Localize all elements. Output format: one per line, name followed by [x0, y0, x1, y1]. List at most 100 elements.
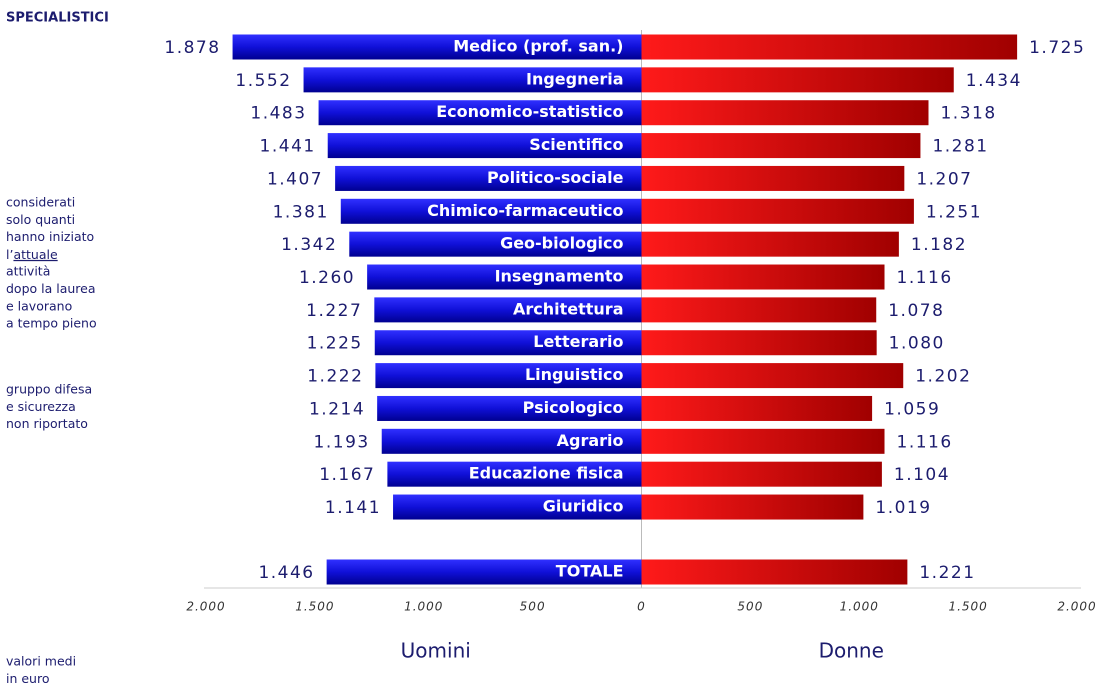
note-line: considerati: [6, 195, 75, 210]
category-label: Medico (prof. san.): [453, 37, 623, 56]
bar: [641, 165, 905, 191]
value-label: 1.222: [307, 367, 363, 387]
category-label: Agrario: [557, 431, 624, 450]
bar: [327, 133, 642, 159]
bar: [387, 461, 642, 487]
bar: [377, 395, 642, 421]
value-label: 1.182: [911, 235, 967, 255]
value-label: 1.193: [314, 432, 370, 452]
bar: [303, 67, 642, 93]
bar: [641, 231, 899, 257]
bar: [641, 297, 877, 323]
category-label: Insegnamento: [495, 267, 624, 286]
value-label: 1.552: [235, 71, 291, 91]
category-label: Architettura: [513, 299, 624, 318]
bar: [349, 231, 642, 257]
bar: [326, 559, 642, 585]
legend-label: Donne: [819, 639, 884, 663]
value-label: 1.214: [309, 399, 365, 419]
note-line: dopo la laurea: [6, 281, 96, 296]
bar: [381, 428, 642, 454]
value-label: 1.381: [273, 202, 329, 222]
bar: [641, 494, 864, 520]
bar: [340, 198, 642, 224]
bar: [393, 494, 642, 520]
bar: [641, 428, 885, 454]
category-label: Politico-sociale: [487, 168, 624, 187]
bar: [318, 100, 642, 126]
value-label: 1.878: [164, 38, 220, 58]
value-label: 1.019: [875, 498, 931, 518]
bar: [374, 330, 642, 356]
note-line: gruppo difesa: [6, 382, 92, 397]
value-label: 1.260: [299, 268, 355, 288]
value-label: 1.318: [940, 104, 996, 124]
x-tick-label: 500: [520, 600, 546, 614]
category-label: Letterario: [533, 332, 623, 351]
note-line: a tempo pieno: [6, 316, 97, 331]
value-label: 1.434: [966, 71, 1022, 91]
value-label: 1.446: [258, 563, 314, 583]
value-label: 1.441: [260, 137, 316, 157]
note-part: attuale: [13, 246, 58, 261]
x-tick-label: 2.000: [1057, 600, 1096, 614]
x-tick-label: 2.000: [186, 600, 225, 614]
bar: [641, 264, 885, 290]
chart-title: SPECIALISTICI: [6, 11, 109, 26]
note-line: attività: [6, 264, 50, 279]
bar: [641, 461, 882, 487]
category-label: Geo-biologico: [500, 234, 623, 253]
value-label: 1.407: [267, 169, 323, 189]
category-label: Giuridico: [543, 497, 624, 516]
bar: [367, 264, 642, 290]
category-label: Scientifico: [529, 135, 623, 154]
bar: [641, 133, 921, 159]
note-line: hanno iniziato: [6, 229, 94, 244]
x-tick-label: 500: [737, 600, 763, 614]
value-label: 1.207: [916, 169, 972, 189]
note-part: l’: [6, 246, 13, 261]
category-label: Psicologico: [523, 398, 624, 417]
note-line: e sicurezza: [6, 399, 76, 414]
bar: [641, 34, 1018, 60]
note-line: e lavorano: [6, 298, 72, 313]
bar: [641, 330, 877, 356]
bar: [232, 34, 642, 60]
x-tick-label: 1.500: [948, 600, 987, 614]
value-label: 1.225: [307, 334, 363, 354]
value-label: 1.116: [897, 268, 953, 288]
category-label: Educazione fisica: [469, 464, 624, 483]
bar: [641, 559, 908, 585]
bar: [335, 165, 642, 191]
value-label: 1.725: [1029, 38, 1085, 58]
category-label: Chimico-farmaceutico: [427, 201, 623, 220]
x-tick-label: 1.000: [840, 600, 879, 614]
legend-label: Uomini: [401, 639, 471, 663]
value-label: 1.116: [897, 432, 953, 452]
value-label: 1.104: [894, 465, 950, 485]
value-label: 1.251: [926, 202, 982, 222]
value-label: 1.059: [884, 399, 940, 419]
bar: [641, 198, 914, 224]
category-label: Linguistico: [525, 365, 624, 384]
value-label: 1.483: [250, 104, 306, 124]
category-label: Economico-statistico: [436, 102, 623, 121]
value-label: 1.202: [915, 367, 971, 387]
value-label: 1.078: [888, 301, 944, 321]
bar: [375, 363, 642, 389]
bar: [641, 67, 954, 93]
x-tick-label: 1.000: [404, 600, 443, 614]
note-line: l’attuale: [6, 246, 58, 261]
value-label: 1.080: [889, 334, 945, 354]
note-line: non riportato: [6, 416, 88, 431]
category-label: Ingegneria: [526, 69, 624, 88]
value-label: 1.227: [306, 301, 362, 321]
x-tick-label: 0: [637, 600, 646, 614]
bar: [374, 297, 642, 323]
note-line: valori medi: [6, 654, 76, 669]
value-label: 1.221: [919, 563, 975, 583]
note-line: solo quanti: [6, 212, 75, 227]
bar: [641, 100, 929, 126]
value-label: 1.141: [325, 498, 381, 518]
